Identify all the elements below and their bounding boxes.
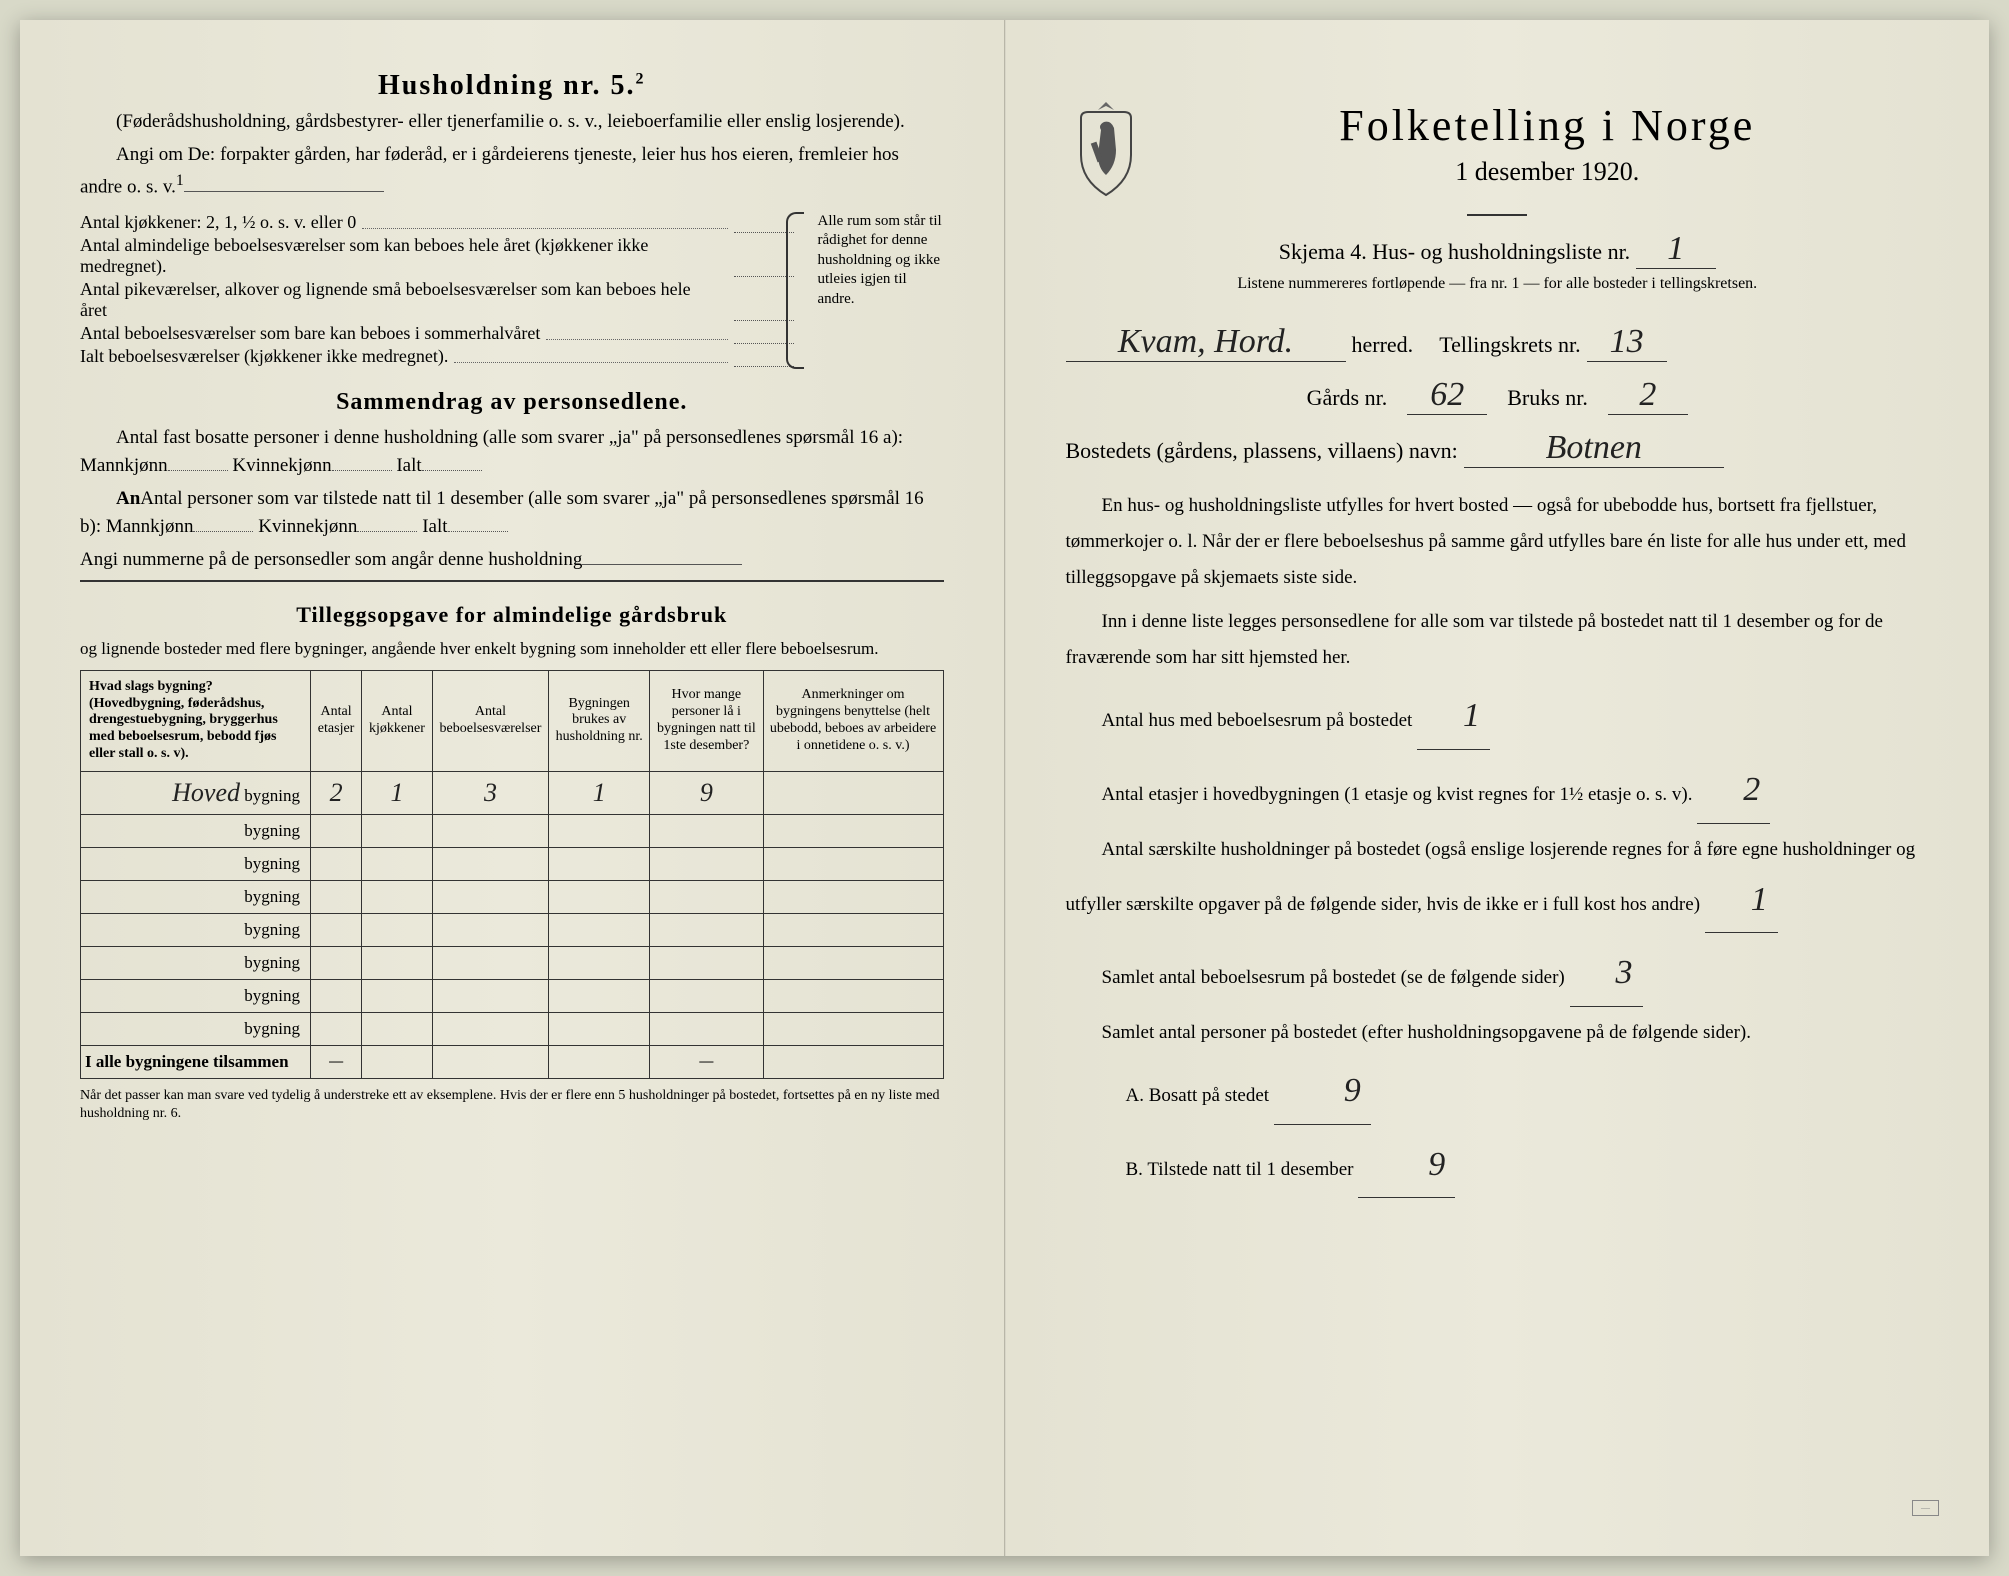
table-row: Hoved bygning 2 1 3 1 9 xyxy=(81,771,944,814)
sammendrag-3: Angi nummerne på de personsedler som ang… xyxy=(80,546,944,575)
building-table: Hvad slags bygning? (Hovedbygning, føder… xyxy=(80,670,944,1079)
table-row: bygning xyxy=(81,979,944,1012)
printer-stamp: — xyxy=(1912,1500,1939,1516)
skjema-line: Skjema 4. Hus- og husholdningsliste nr. … xyxy=(1066,230,1930,269)
sub1: (Føderådshusholdning, gårdsbestyrer- ell… xyxy=(80,108,944,137)
main-title: Folketelling i Norge xyxy=(1166,100,1930,151)
table-row: bygning xyxy=(81,913,944,946)
body-text: En hus- og husholdningsliste utfylles fo… xyxy=(1066,488,1930,1198)
household-heading: Husholdning nr. 5.2 xyxy=(80,70,944,102)
kitchen-block: Antal kjøkkener: 2, 1, ½ o. s. v. eller … xyxy=(80,212,944,369)
document-spread: Husholdning nr. 5.2 (Føderådshusholdning… xyxy=(20,20,1989,1556)
tillegg-sub: og lignende bosteder med flere bygninger… xyxy=(80,636,944,662)
brace-note: Alle rum som står til rådighet for denne… xyxy=(794,212,944,369)
left-page: Husholdning nr. 5.2 (Føderådshusholdning… xyxy=(20,20,1005,1556)
sammendrag-2: AnAntal personer som var tilstede natt t… xyxy=(80,485,944,542)
sub2: Angi om De: forpakter gården, har føderå… xyxy=(80,141,944,202)
table-row: bygning xyxy=(81,847,944,880)
table-row: bygning xyxy=(81,1012,944,1045)
table-row: bygning xyxy=(81,946,944,979)
table-row: bygning xyxy=(81,814,944,847)
gards-line: Gårds nr. 62 Bruks nr. 2 xyxy=(1066,376,1930,415)
coat-of-arms-icon xyxy=(1066,100,1146,200)
subtitle: 1 desember 1920. xyxy=(1166,157,1930,187)
sammendrag-1: Antal fast bosatte personer i denne hush… xyxy=(80,424,944,481)
herred-line: Kvam, Hord. herred. Tellingskrets nr. 13 xyxy=(1066,323,1930,362)
right-page: Folketelling i Norge 1 desember 1920. Sk… xyxy=(1005,20,1990,1556)
footnote: Når det passer kan man svare ved tydelig… xyxy=(80,1087,944,1123)
bosted-line: Bostedets (gårdens, plassens, villaens) … xyxy=(1066,429,1930,468)
listene: Listene nummereres fortløpende — fra nr.… xyxy=(1066,275,1930,293)
sammendrag-title: Sammendrag av personsedlene. xyxy=(80,389,944,416)
table-row: bygning xyxy=(81,880,944,913)
tillegg-title: Tilleggsopgave for almindelige gårdsbruk xyxy=(80,602,944,628)
